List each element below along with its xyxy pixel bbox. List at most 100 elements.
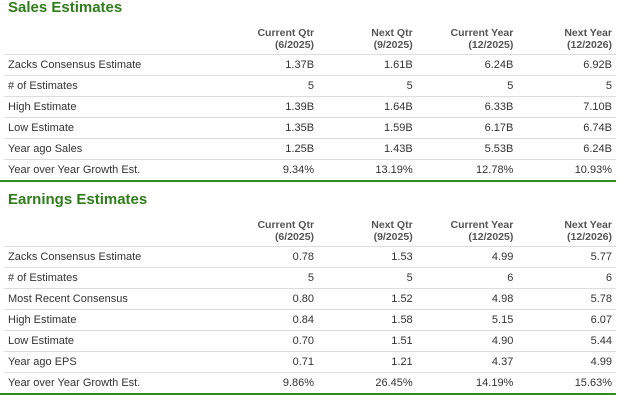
value-cell: 5.77 (517, 246, 616, 268)
value-cell: 1.21 (318, 351, 417, 373)
value-cell: 1.64B (318, 96, 417, 118)
column-name: Next Qtr (371, 27, 413, 39)
value-cell: 0.71 (217, 351, 319, 373)
value-cell: 13.19% (318, 159, 417, 180)
row-label: Low Estimate (4, 117, 218, 139)
value-cell: 1.37B (217, 54, 319, 76)
column-period: (12/2026) (567, 231, 612, 243)
value-cell: 5 (217, 267, 319, 289)
row-label: # of Estimates (4, 267, 218, 289)
table-row: Low Estimate 1.35B 1.59B 6.17B 6.74B (4, 117, 616, 139)
value-cell: 1.52 (318, 288, 417, 310)
table-row: Year over Year Growth Est. 9.34% 13.19% 12.… (4, 159, 616, 180)
table-row: Year ago Sales 1.25B 1.43B 5.53B 6.24B (4, 138, 616, 160)
row-label: Year ago Sales (4, 138, 218, 160)
column-name: Current Qtr (257, 27, 315, 39)
value-cell: 5 (517, 75, 616, 97)
table-row: Year ago EPS 0.71 1.21 4.37 4.99 (4, 351, 616, 373)
table-row: High Estimate 1.39B 1.64B 6.33B 7.10B (4, 96, 616, 118)
value-cell: 6 (416, 267, 518, 289)
header-cell (4, 211, 217, 247)
value-cell: 4.98 (416, 288, 518, 310)
table-row: Zacks Consensus Estimate 0.78 1.53 4.99 5.77 (4, 246, 616, 268)
value-cell: 1.39B (217, 96, 319, 118)
section-title: Sales Estimates (8, 0, 123, 16)
value-cell: 4.99 (517, 351, 616, 373)
value-cell: 4.37 (416, 351, 518, 373)
row-label: # of Estimates (4, 75, 218, 97)
column-name: Next Year (564, 219, 612, 231)
value-cell: 5 (416, 75, 518, 97)
value-cell: 1.25B (217, 138, 319, 160)
column-period: (12/2026) (567, 39, 612, 51)
estimates-table: Current Qtr (6/2025) Next Qtr (9/2025) Curre… (4, 19, 616, 180)
column-header: Next Year (12/2026) (517, 211, 616, 247)
value-cell: 5 (217, 75, 319, 97)
value-cell: 26.45% (318, 372, 417, 393)
header-row: Current Qtr (6/2025) Next Qtr (9/2025) Curre… (4, 211, 616, 247)
row-label: Zacks Consensus Estimate (4, 246, 218, 268)
value-cell: 5.53B (416, 138, 518, 160)
value-cell: 0.80 (217, 288, 319, 310)
section: Earnings Estimates Current Qtr (6/2025) Nex… (0, 192, 616, 395)
table-row: Zacks Consensus Estimate 1.37B 1.61B 6.24B 6… (4, 54, 616, 76)
column-period: (6/2025) (274, 231, 315, 243)
column-header: Next Qtr (9/2025) (318, 19, 417, 55)
column-name: Current Year (450, 27, 514, 39)
value-cell: 6.07 (517, 309, 616, 331)
value-cell: 6.92B (517, 54, 616, 76)
row-label: Year over Year Growth Est. (4, 372, 218, 393)
column-period: (9/2025) (373, 231, 413, 243)
table-row: # of Estimates 5 5 6 6 (4, 267, 616, 289)
row-label: Zacks Consensus Estimate (4, 54, 218, 76)
column-header: Current Qtr (6/2025) (217, 19, 318, 55)
value-cell: 12.78% (416, 159, 518, 180)
table-row: Most Recent Consensus 0.80 1.52 4.98 5.78 (4, 288, 616, 310)
column-name: Current Year (450, 219, 514, 231)
value-cell: 6.24B (416, 54, 518, 76)
row-label: High Estimate (4, 96, 218, 118)
value-cell: 1.53 (318, 246, 417, 268)
value-cell: 6.17B (416, 117, 518, 139)
column-header: Next Year (12/2026) (517, 19, 616, 55)
row-label: Low Estimate (4, 330, 218, 352)
value-cell: 5 (318, 267, 417, 289)
row-label: High Estimate (4, 309, 218, 331)
header-row: Current Qtr (6/2025) Next Qtr (9/2025) Curre… (4, 19, 616, 55)
value-cell: 0.78 (217, 246, 319, 268)
section: Sales Estimates Current Qtr (6/2025) Next Q… (0, 0, 616, 182)
value-cell: 1.58 (318, 309, 417, 331)
column-period: (12/2025) (468, 231, 514, 243)
value-cell: 0.70 (217, 330, 319, 352)
value-cell: 15.63% (517, 372, 616, 393)
value-cell: 6.74B (517, 117, 616, 139)
row-label: Year ago EPS (4, 351, 218, 373)
table-row: Year over Year Growth Est. 9.86% 26.45% 14.… (4, 372, 616, 393)
value-cell: 6.33B (416, 96, 518, 118)
value-cell: 0.84 (217, 309, 319, 331)
column-period: (12/2025) (468, 39, 514, 51)
value-cell: 1.51 (318, 330, 417, 352)
estimates-table: Current Qtr (6/2025) Next Qtr (9/2025) Curre… (4, 211, 616, 393)
table-row: Low Estimate 0.70 1.51 4.90 5.44 (4, 330, 616, 352)
value-cell: 1.35B (217, 117, 319, 139)
value-cell: 14.19% (416, 372, 518, 393)
row-label: Year over Year Growth Est. (4, 159, 218, 180)
estimates: Sales Estimates Current Qtr (6/2025) Next Q… (0, 0, 616, 395)
column-period: (6/2025) (274, 39, 315, 51)
value-cell: 9.34% (217, 159, 319, 180)
column-header: Current Qtr (6/2025) (217, 211, 318, 247)
column-header: Current Year (12/2025) (417, 211, 518, 247)
column-name: Next Qtr (371, 219, 413, 231)
value-cell: 4.99 (416, 246, 518, 268)
value-cell: 10.93% (517, 159, 616, 180)
row-label: Most Recent Consensus (4, 288, 218, 310)
value-cell: 5 (318, 75, 417, 97)
value-cell: 4.90 (416, 330, 518, 352)
value-cell: 5.78 (517, 288, 616, 310)
column-period: (9/2025) (373, 39, 413, 51)
value-cell: 1.43B (318, 138, 417, 160)
table-row: # of Estimates 5 5 5 5 (4, 75, 616, 97)
value-cell: 1.61B (318, 54, 417, 76)
